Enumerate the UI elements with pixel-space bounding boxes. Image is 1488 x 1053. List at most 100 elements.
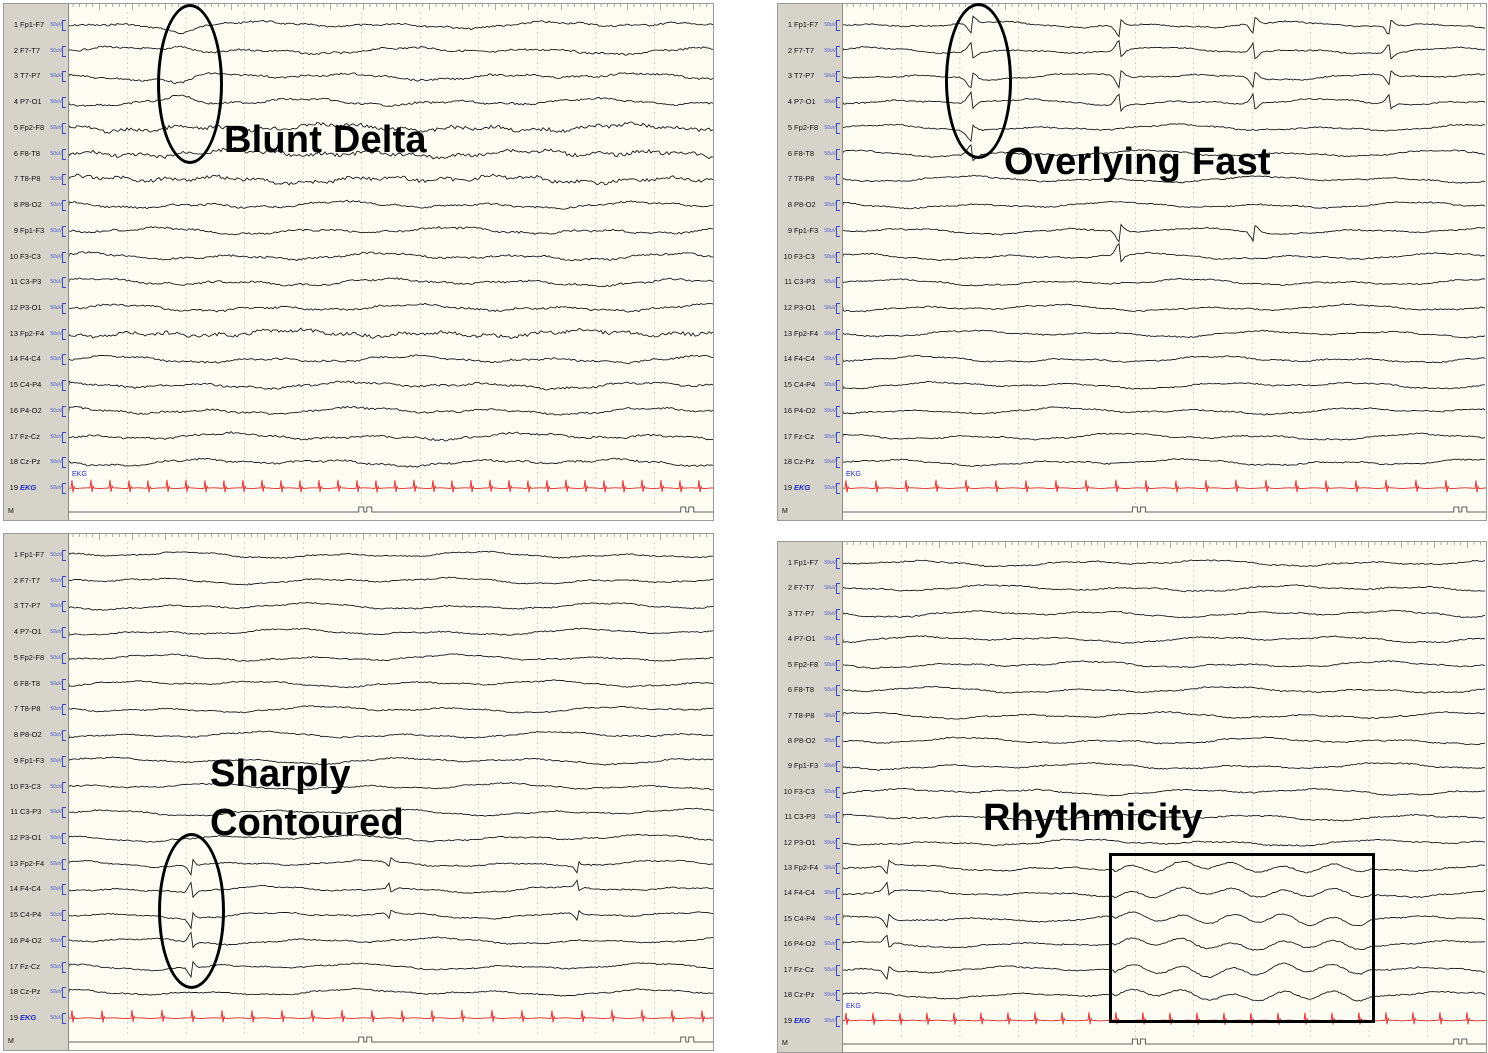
channel-number: 2 (13, 575, 18, 585)
eeg-trace (843, 432, 1486, 441)
channel-label: 14 F4-C4 50uV (6, 352, 68, 366)
scale-bar-icon (836, 888, 840, 900)
scale-label: 50uV (824, 788, 836, 795)
eeg-trace (69, 576, 713, 586)
channel-label-column: 1 Fp1-F7 50uV 2 F7-T7 50uV 3 T7-P7 50uV 4 P7-O1 50u… (778, 4, 843, 520)
channel-number: 8 (13, 730, 18, 740)
eeg-trace (69, 380, 713, 391)
channel-label: 4 P7-O1 50uV (780, 95, 842, 109)
scale-label: 50uV (50, 654, 62, 661)
scale-label: 50uV (50, 963, 62, 970)
channel-number: 1 (787, 558, 792, 567)
channel-number: 2 (787, 583, 792, 593)
scale-label: 50uV (50, 176, 62, 183)
channel-name: Fp2-F4 (20, 328, 45, 338)
channel-label: 2 F7-T7 50uV (6, 44, 68, 58)
eeg-trace (69, 833, 713, 843)
channel-label: 17 Fz-Cz 50uV (780, 963, 842, 977)
scale-label: 50uV (824, 47, 836, 54)
channel-label: 8 P8-O2 50uV (6, 728, 68, 742)
channel-name-ekg: EKG (20, 1013, 37, 1023)
scale-label: 50uV (824, 966, 836, 973)
scale-label: 50uV (50, 860, 62, 867)
channel-name: T8-P8 (794, 174, 815, 184)
annotation-box-rhythmicity (1109, 853, 1375, 1023)
scale-label: 50uV (50, 1015, 62, 1022)
eeg-panel-rhythmicity: 1 Fp1-F7 50uV 2 F7-T7 50uV 3 T7-P7 50uV 4 P7-O1 50u… (777, 541, 1487, 1053)
eeg-trace (843, 881, 1486, 899)
channel-name: C4-P4 (20, 910, 42, 920)
channel-label: 2 F7-T7 50uV (780, 581, 842, 595)
scale-label: 50uV (824, 407, 836, 414)
marker-label: M (8, 1038, 14, 1045)
eeg-trace (69, 354, 713, 365)
scale-bar-icon (62, 457, 66, 469)
channel-name: F3-C3 (794, 251, 815, 261)
channel-number: 12 (783, 303, 792, 313)
channel-number: 2 (13, 45, 18, 55)
scale-bar-icon (62, 354, 66, 366)
channel-name: Fz-Cz (20, 431, 40, 441)
channel-name: T8-P8 (794, 710, 815, 720)
scale-label: 50uV (50, 552, 62, 558)
channel-number: 5 (13, 652, 18, 662)
marker-trace (69, 506, 713, 513)
scale-bar-icon (836, 431, 840, 443)
channel-name: F3-C3 (20, 251, 41, 261)
channel-label: 7 T8-P8 50uV (780, 709, 842, 723)
channel-name: F7-T7 (794, 583, 815, 593)
scale-label: 50uV (50, 835, 62, 842)
scale-bar-icon (836, 812, 840, 824)
scale-label: 50uV (50, 150, 62, 157)
scale-bar-icon (62, 225, 66, 237)
channel-number: 5 (787, 122, 792, 132)
channel-label: 8 P8-O2 50uV (6, 198, 68, 212)
channel-number: 17 (9, 431, 18, 441)
scale-bar-icon (62, 987, 66, 999)
scale-label: 50uV (824, 356, 836, 363)
eeg-trace (843, 242, 1486, 263)
scale-label: 50uV (824, 99, 836, 106)
channel-number: 10 (9, 251, 18, 261)
channel-label: 13 Fp2-F4 50uV (780, 327, 842, 341)
channel-label: 18 Cz-Pz 50uV (6, 985, 68, 999)
channel-number: 5 (13, 122, 18, 132)
channel-number: 7 (787, 174, 792, 184)
scale-bar-icon (62, 71, 66, 83)
channel-label: 8 P8-O2 50uV (780, 198, 842, 212)
channel-number: 18 (783, 457, 792, 467)
channel-label: 16 P4-O2 50uV (6, 404, 68, 418)
scale-bar-icon (836, 608, 840, 620)
channel-name: P7-O1 (794, 634, 816, 644)
channel-label: 7 T8-P8 50uV (780, 172, 842, 186)
channel-number: 13 (9, 328, 18, 338)
annotation-sharply-line2: Contoured (210, 802, 404, 844)
eeg-trace (69, 457, 713, 468)
scale-label: 50uV (50, 73, 62, 80)
scale-bar-icon (62, 20, 66, 31)
channel-label: 7 T8-P8 50uV (6, 702, 68, 716)
scale-bar-icon (836, 20, 840, 31)
channel-number: 16 (783, 939, 792, 949)
scale-label: 50uV (824, 941, 836, 948)
channel-label-ekg: 19 EKG 50uV (780, 481, 842, 495)
scale-bar-icon (836, 1015, 840, 1027)
channel-name: C4-P4 (794, 913, 816, 923)
channel-name: T8-P8 (20, 704, 41, 714)
scale-bar-icon (62, 328, 66, 340)
channel-number: 17 (783, 431, 792, 441)
channel-number: 6 (13, 678, 18, 688)
eeg-trace (843, 609, 1486, 619)
eeg-trace (843, 223, 1486, 243)
channel-number: 1 (13, 550, 18, 559)
channel-name: Fp2-F8 (794, 122, 819, 132)
ekg-trace-tag: EKG (846, 470, 861, 478)
channel-name: Fp2-F8 (20, 122, 45, 132)
channel-name: Fp1-F3 (794, 225, 819, 235)
channel-number: 6 (787, 148, 792, 158)
ekg-trace (69, 479, 713, 493)
eeg-trace (843, 144, 1485, 162)
channel-number: 11 (784, 277, 792, 287)
scale-label: 50uV (50, 577, 62, 584)
scale-bar-icon (836, 354, 840, 366)
